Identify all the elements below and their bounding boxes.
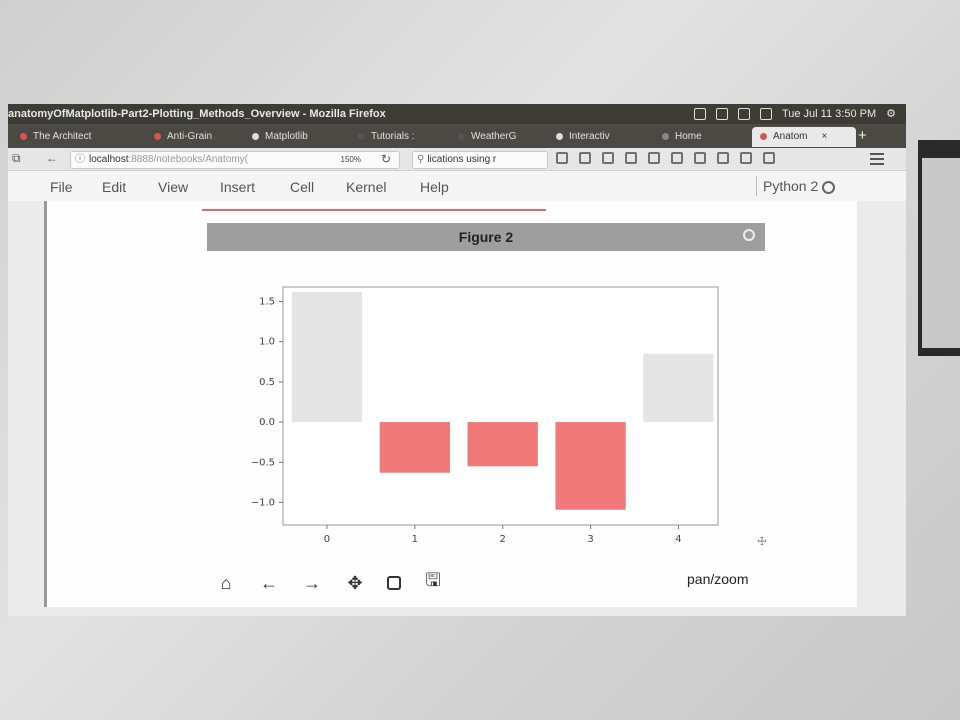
tab-favicon-icon	[556, 132, 563, 140]
tab-the-architect[interactable]: The Architect	[20, 127, 144, 147]
background-monitor	[918, 140, 960, 356]
figure-toolbar: ⌂ ← → ✥ 🖫	[215, 568, 444, 598]
x-tick-label: 3	[587, 534, 593, 545]
extension-icon[interactable]	[579, 152, 591, 164]
y-tick-label: −0.5	[251, 457, 275, 468]
kernel-status-icon	[822, 180, 836, 194]
tab-matplotlib[interactable]: Matplotlib	[252, 127, 352, 147]
send-icon[interactable]	[671, 152, 683, 164]
back-arrow-icon[interactable]: ←	[46, 151, 58, 165]
browser-window: anatomyOfMatplotlib-Part2-Plotting_Metho…	[8, 104, 906, 616]
settings-gear-icon[interactable]: ⚙	[886, 108, 896, 120]
browser-toolbar-icons	[556, 152, 775, 164]
menu-edit[interactable]: Edit	[102, 179, 127, 195]
figure-header: Figure 2	[207, 223, 765, 251]
y-tick-label: −1.0	[251, 497, 275, 508]
clock[interactable]: Tue Jul 11 3:50 PM	[781, 107, 877, 120]
tab-close-icon[interactable]: ×	[821, 131, 828, 142]
y-tick-label: 0.0	[259, 417, 275, 428]
tab-favicon-icon	[20, 132, 27, 140]
network-icon[interactable]	[715, 107, 728, 120]
x-tick-label: 1	[412, 534, 418, 545]
back-arrow-icon[interactable]: ←	[260, 572, 278, 593]
menu-help[interactable]: Help	[420, 179, 449, 195]
menu-kernel[interactable]: Kernel	[346, 179, 387, 195]
bookmark-star-icon[interactable]	[602, 152, 614, 164]
search-value: lications using r	[427, 154, 497, 165]
bar-4	[643, 353, 714, 423]
menu-insert[interactable]: Insert	[220, 179, 256, 195]
menu-cell[interactable]: Cell	[290, 179, 315, 195]
x-tick-label: 4	[675, 534, 681, 545]
notebook-cell-output: Figure 2 −1.0 −0.5 0.0 0.5 1.0 1.5 0 1 2 3 4 ⌂ ← →…	[44, 201, 857, 607]
save-disk-icon[interactable]: 🖫	[425, 570, 441, 590]
chevron-down-icon[interactable]	[717, 152, 729, 164]
tab-favicon-icon	[662, 132, 669, 140]
tab-favicon-icon	[154, 132, 161, 140]
plot-frame	[282, 286, 719, 526]
search-field[interactable]: ⚲ lications using r	[412, 151, 548, 169]
window-titlebar: anatomyOfMatplotlib-Part2-Plotting_Metho…	[8, 104, 906, 124]
download-icon[interactable]	[556, 152, 568, 164]
tab-favicon-icon	[358, 132, 365, 140]
navigation-bar: ⧉ ← ⓘ localhost:8888/notebooks/Anatomy( …	[8, 148, 906, 171]
search-icon: ⚲	[417, 154, 425, 165]
zoom-level[interactable]: 150%	[340, 155, 361, 164]
kernel-name: Python 2	[763, 178, 819, 194]
info-icon[interactable]: ⓘ	[75, 154, 85, 165]
window-icon[interactable]	[763, 152, 775, 164]
new-tab-plus-icon[interactable]: +	[858, 127, 867, 144]
cell-progress-line	[202, 209, 546, 211]
url-path: :8888/notebooks/Anatomy(	[128, 154, 248, 165]
menu-view[interactable]: View	[158, 179, 189, 195]
tab-anti-grain[interactable]: Anti-Grain	[154, 127, 246, 147]
zoom-rect-icon[interactable]	[387, 576, 401, 590]
y-tick-label: 1.0	[259, 337, 275, 348]
notebook-menubar: File Edit View Insert Cell Kernel Help P…	[8, 171, 906, 201]
bar-chart[interactable]: −1.0 −0.5 0.0 0.5 1.0 1.5 0 1 2 3 4	[233, 285, 733, 565]
url-bar[interactable]: ⓘ localhost:8888/notebooks/Anatomy( 150%…	[70, 151, 400, 169]
tab-weatherg[interactable]: WeatherG	[458, 127, 554, 147]
reload-icon[interactable]: ↻	[380, 152, 391, 166]
bar-2	[467, 422, 538, 467]
pocket-icon[interactable]	[625, 152, 637, 164]
tab-favicon-icon	[252, 132, 259, 140]
tab-favicon-icon	[760, 132, 767, 140]
zotero-icon[interactable]	[740, 152, 752, 164]
window-title: anatomyOfMatplotlib-Part2-Plotting_Metho…	[8, 108, 386, 120]
kernel-indicator[interactable]: Python 2	[756, 176, 836, 196]
x-tick-label: 2	[500, 534, 506, 545]
tab-home[interactable]: Home	[662, 127, 750, 147]
y-tick-label: 1.5	[259, 296, 275, 307]
bar-3	[555, 422, 626, 510]
forward-arrow-icon[interactable]: →	[303, 572, 321, 593]
bar-0	[291, 291, 363, 423]
pan-move-icon[interactable]: ✥	[347, 572, 363, 593]
sidebar-toggle-icon[interactable]: ⧉	[12, 151, 21, 165]
y-tick-label: 0.5	[259, 377, 275, 388]
figure-title: Figure 2	[458, 229, 514, 245]
tab-interactive[interactable]: Interactiv	[556, 127, 656, 147]
battery-icon[interactable]	[737, 107, 750, 120]
toolbar-mode-label: pan/zoom	[687, 571, 749, 587]
bar-1	[379, 422, 450, 473]
home-icon[interactable]: ⌂	[220, 572, 232, 593]
url-host: localhost	[89, 154, 129, 165]
tab-favicon-icon	[458, 132, 465, 140]
dropbox-icon[interactable]	[693, 107, 706, 120]
tab-anatom-active[interactable]: Anatom ×	[752, 127, 856, 147]
tab-bar: The Architect Anti-Grain Matplotlib Tuto…	[8, 124, 906, 148]
addon-icon[interactable]	[694, 152, 706, 164]
screenshot-icon[interactable]	[648, 152, 660, 164]
menu-file[interactable]: File	[50, 179, 73, 195]
volume-icon[interactable]	[759, 107, 772, 120]
x-tick-label: 0	[324, 534, 330, 545]
menu-hamburger-icon[interactable]	[870, 153, 884, 168]
close-figure-power-icon[interactable]	[743, 229, 755, 241]
tab-tutorials[interactable]: Tutorials :	[358, 127, 450, 147]
system-tray: Tue Jul 11 3:50 PM ⚙	[693, 107, 896, 120]
cursor-crosshair-icon: ☩	[757, 536, 767, 548]
